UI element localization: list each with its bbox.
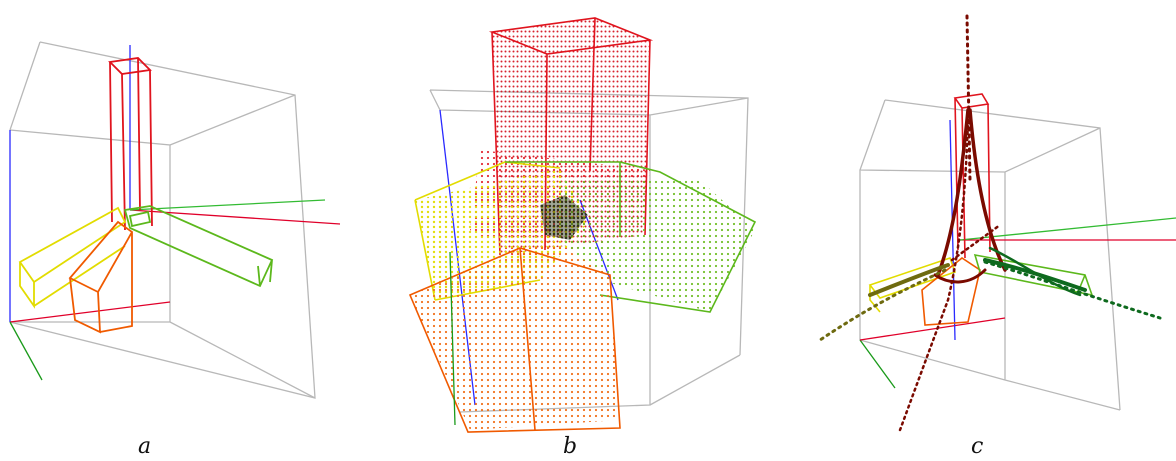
panel-c-dark-red-spike [898,14,1007,432]
panel-b-orange-cloud [408,240,621,433]
panel-c-dark-green-curves [983,246,1162,320]
panel-c-diagram [818,14,1176,432]
panel-a-bounding-box [9,41,316,399]
panel-label-c: c [971,434,984,459]
panel-a-green-block [123,205,274,288]
panel-a-yellow-block [18,206,127,309]
panel-c-red-block [953,93,991,259]
panel-a-orange-block [68,220,134,334]
panel-c-axes [859,119,1176,389]
panel-a-diagram [9,41,341,399]
panel-b-center-cube [540,195,588,240]
panel-a-axes [9,45,341,381]
panel-label-a: a [138,434,152,459]
panel-c-bounding-box [859,99,1121,411]
panel-c-olive-curves [818,263,950,342]
panel-b-diagram [408,17,757,433]
panel-c-orange-block [921,257,981,326]
panel-a-red-block [108,57,153,231]
panel-label-b: b [563,434,578,459]
